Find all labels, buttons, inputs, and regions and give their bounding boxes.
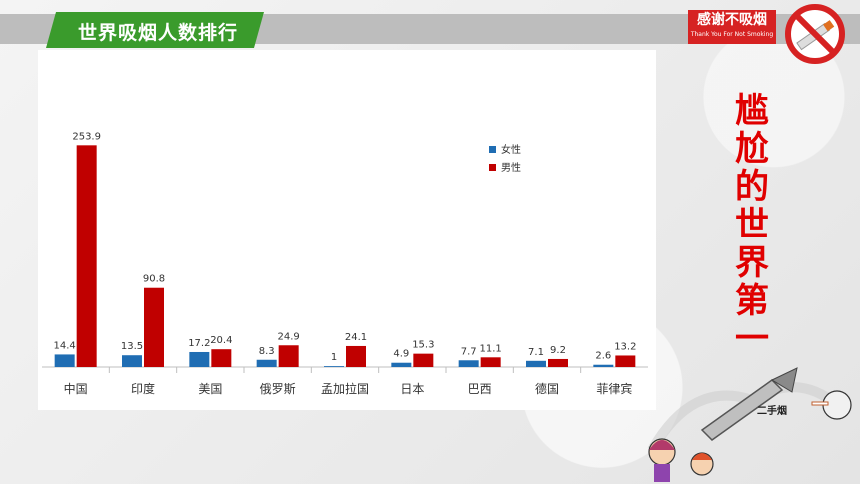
chart-panel: 中国 14.4 253.9 印度 13.5 90.8 美国 17.2 20.4 俄罗斯 8.3 24.…	[38, 50, 656, 410]
x-tick-label: 德国	[535, 381, 559, 396]
bar	[324, 366, 344, 367]
bar	[189, 351, 210, 367]
data-label: 1	[331, 352, 337, 363]
bar	[480, 357, 501, 367]
x-tick-label: 俄罗斯	[260, 382, 296, 396]
bar	[346, 345, 366, 367]
badge-sub-text: Thank You For Not Smoking	[690, 31, 774, 38]
data-label: 13.5	[121, 341, 143, 352]
legend-label: 男性	[501, 161, 521, 174]
legend-swatch	[489, 146, 496, 153]
bar	[413, 353, 434, 367]
x-tick-label: 孟加拉国	[321, 381, 369, 396]
x-tick-label: 中国	[64, 381, 88, 396]
bar	[593, 364, 614, 367]
data-label: 14.4	[54, 340, 76, 351]
data-label: 2.6	[595, 351, 611, 362]
data-label: 24.9	[278, 331, 300, 342]
bar	[391, 362, 412, 367]
bar	[76, 145, 97, 367]
data-label: 7.7	[461, 346, 477, 357]
x-tick-label: 菲律宾	[596, 381, 632, 396]
data-label: 4.9	[393, 349, 409, 360]
data-label: 20.4	[210, 335, 232, 346]
bar	[211, 349, 232, 367]
bar	[615, 355, 636, 367]
x-tick-label: 印度	[131, 381, 155, 396]
data-label: 90.8	[143, 274, 165, 285]
no-smoking-badge: 感谢不吸烟 Thank You For Not Smoking	[688, 10, 776, 44]
cartoon-label: 二手烟	[757, 404, 787, 417]
bar	[548, 358, 568, 367]
data-label: 7.1	[528, 347, 544, 358]
bar	[122, 355, 142, 367]
bar	[458, 360, 479, 367]
legend-swatch	[489, 164, 496, 171]
bar	[144, 287, 164, 367]
data-label: 9.2	[550, 345, 566, 356]
data-label: 253.9	[72, 131, 101, 142]
vertical-slogan: 尴尬的世界第一	[735, 91, 769, 359]
data-label: 13.2	[614, 341, 636, 352]
data-label: 11.1	[480, 343, 502, 354]
bar	[54, 354, 75, 367]
data-label: 24.1	[345, 332, 367, 343]
badge-main-text: 感谢不吸烟	[697, 12, 767, 28]
data-label: 8.3	[259, 346, 275, 357]
no-smoking-icon	[785, 4, 845, 64]
x-tick-label: 日本	[400, 382, 424, 396]
bar	[256, 359, 277, 367]
bar	[278, 345, 299, 367]
title-banner	[46, 12, 264, 48]
legend-label: 女性	[501, 143, 521, 156]
secondhand-smoke-cartoon: 二手烟	[647, 367, 852, 482]
data-label: 17.2	[188, 338, 210, 349]
x-tick-label: 巴西	[468, 382, 492, 396]
x-tick-label: 美国	[198, 382, 222, 396]
data-label: 15.3	[412, 340, 434, 351]
bar	[526, 360, 546, 367]
page-title: 世界吸烟人数排行	[78, 22, 239, 44]
